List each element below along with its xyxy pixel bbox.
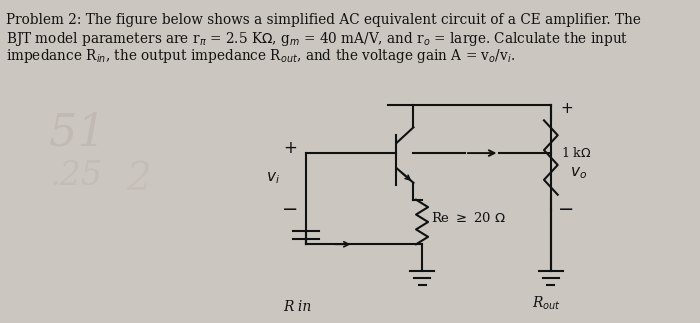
Text: 1 k$\Omega$: 1 k$\Omega$	[561, 146, 591, 160]
Text: Problem 2: The figure below shows a simplified AC equivalent circuit of a CE amp: Problem 2: The figure below shows a simp…	[6, 13, 640, 27]
Text: −: −	[558, 200, 575, 219]
Text: impedance R$_{in}$, the output impedance R$_{out}$, and the voltage gain A = v$_: impedance R$_{in}$, the output impedance…	[6, 47, 515, 65]
Text: −: −	[281, 200, 298, 219]
Text: 2: 2	[126, 161, 150, 198]
Text: +: +	[283, 139, 297, 157]
Text: .25: .25	[48, 160, 102, 192]
Text: $v_i$: $v_i$	[266, 170, 280, 186]
Text: +: +	[560, 101, 573, 116]
Text: R$_{out}$: R$_{out}$	[532, 295, 561, 312]
Text: Re $\geq$ 20 $\Omega$: Re $\geq$ 20 $\Omega$	[430, 211, 506, 224]
Text: $v_o$: $v_o$	[570, 165, 587, 181]
Text: 51: 51	[48, 111, 106, 154]
Text: BJT model parameters are r$_{\pi}$ = 2.5 K$\Omega$, g$_{m}$ = 40 mA/V, and r$_{o: BJT model parameters are r$_{\pi}$ = 2.5…	[6, 30, 628, 48]
Text: R in: R in	[284, 300, 312, 314]
